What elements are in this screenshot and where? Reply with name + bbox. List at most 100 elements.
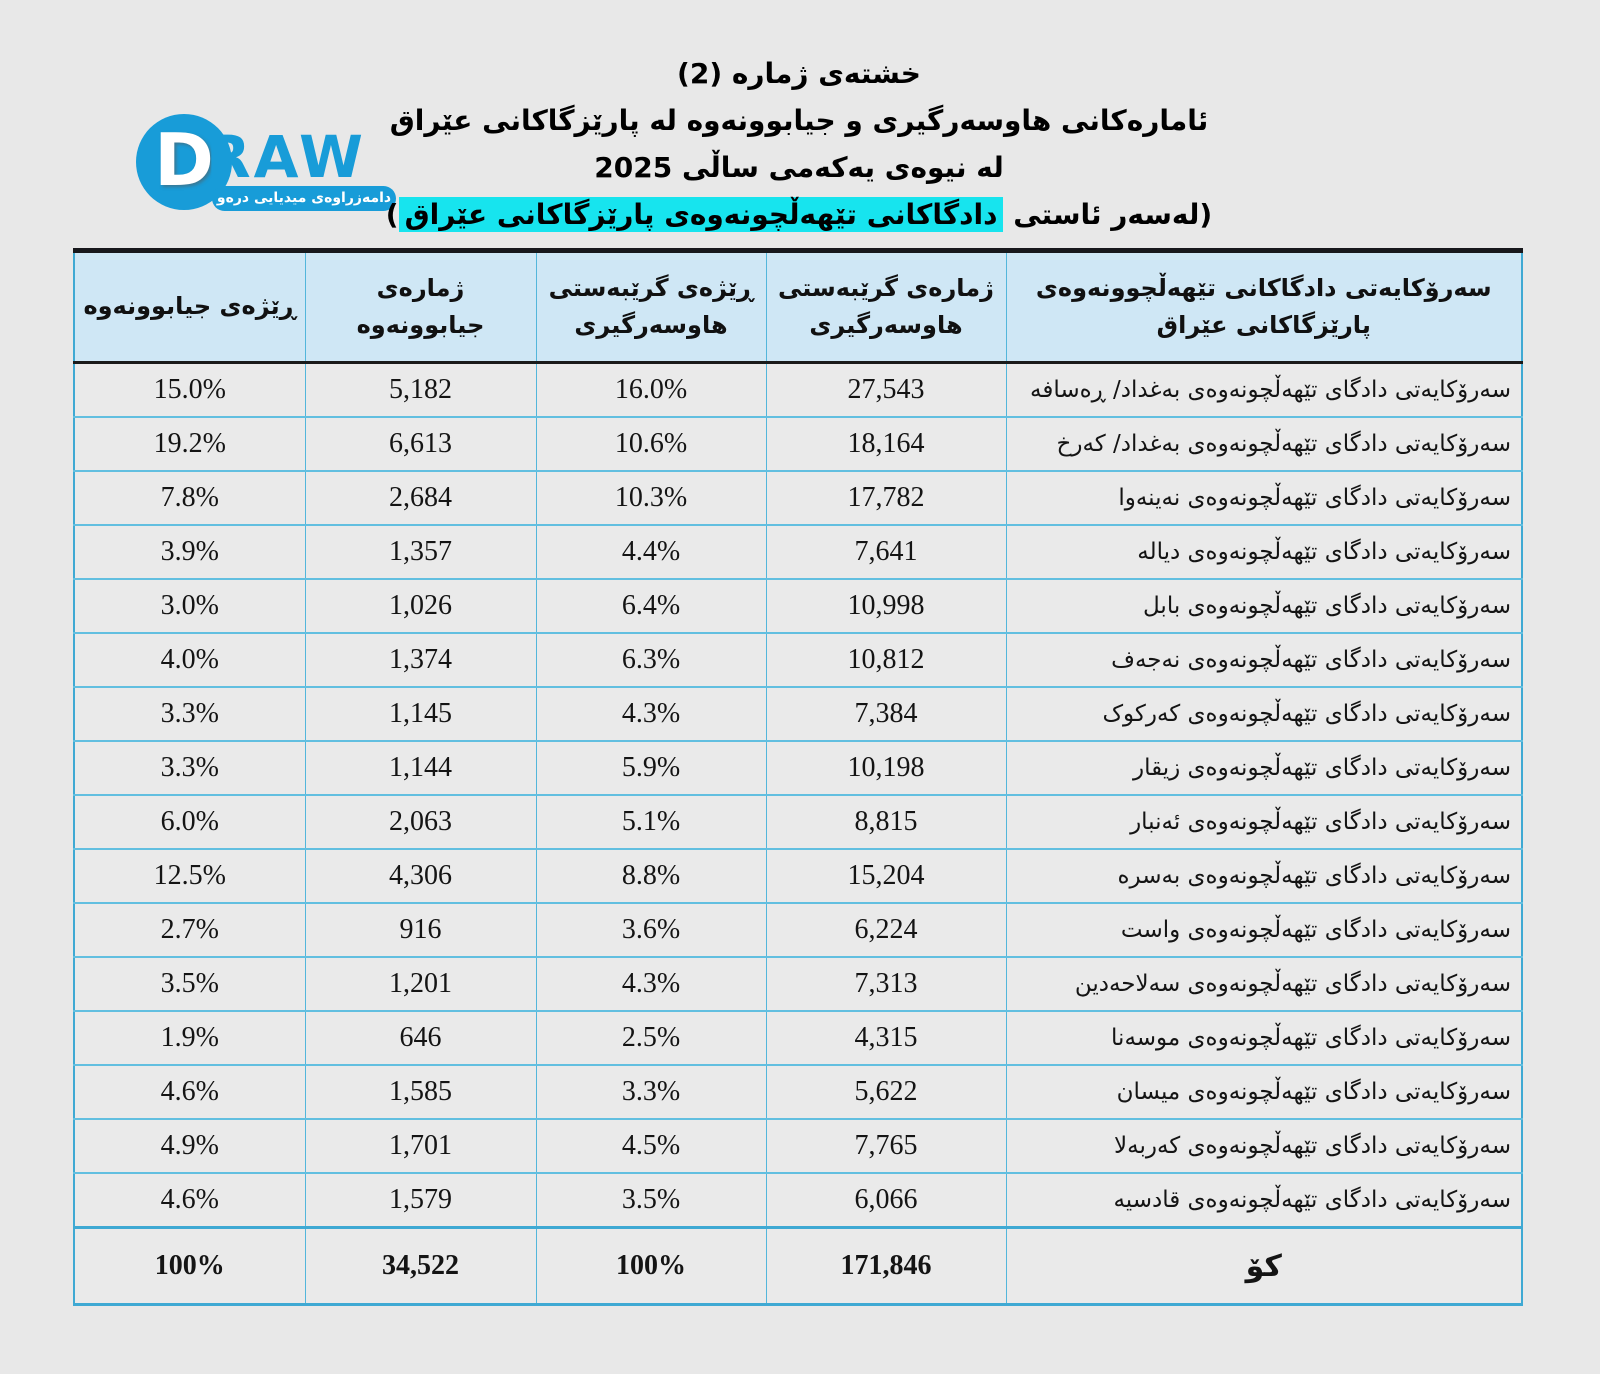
- divorce-count-cell: 1,144: [304, 740, 537, 796]
- logo-letter-d: D: [154, 118, 214, 202]
- divorce-count-cell: 5,182: [304, 361, 537, 418]
- divorce-count-cell: 2,063: [304, 794, 537, 850]
- marriage-pct-cell: 16.0%: [535, 361, 767, 418]
- logo-circle: D: [136, 114, 232, 210]
- divorce-pct-cell: 12.5%: [73, 848, 306, 904]
- title-line-4-prefix: (لەسەر ئاستی: [1003, 198, 1213, 231]
- header-marriage-pct-column: ڕێژەی گرێبەستی هاوسەرگیری: [535, 250, 767, 364]
- header: D RAW دامەزراوەی میدیایی درەو خشتەی ژمار…: [0, 0, 1600, 248]
- divorce-count-cell: 916: [304, 902, 537, 958]
- divorce-pct-cell: 6.0%: [73, 794, 306, 850]
- divorce-count-cell: 1,357: [304, 524, 537, 580]
- marriage-count-cell: 4,315: [765, 1010, 1007, 1066]
- court-name-cell: سەرۆکایەتی دادگای تێهەڵچونەوەی کەربەلا: [1005, 1118, 1523, 1174]
- divorce-count-cell: 1,145: [304, 686, 537, 742]
- marriage-pct-cell: 3.3%: [535, 1064, 767, 1120]
- divorce-pct-cell: 4.9%: [73, 1118, 306, 1174]
- total-marriage-pct: 100%: [535, 1226, 767, 1305]
- table-row: سەرۆکایەتی دادگای تێهەڵچونەوەی بابل 10,9…: [73, 578, 1523, 634]
- court-name-cell: سەرۆکایەتی دادگای تێهەڵچونەوەی واست: [1005, 902, 1523, 958]
- title-line-3: لە نیوەی یەکەمی ساڵی 2025: [594, 151, 1004, 184]
- divorce-pct-cell: 3.3%: [73, 686, 306, 742]
- statistics-table: سەرۆکایەتی دادگاکانی تێهەڵچوونەوەی پارێز…: [73, 248, 1523, 1306]
- table-wrap: سەرۆکایەتی دادگاکانی تێهەڵچوونەوەی پارێز…: [73, 248, 1523, 1306]
- table-header-row: سەرۆکایەتی دادگاکانی تێهەڵچوونەوەی پارێز…: [73, 250, 1523, 364]
- marriage-count-cell: 17,782: [765, 470, 1007, 526]
- court-name-cell: سەرۆکایەتی دادگای تێهەڵچونەوەی ئەنبار: [1005, 794, 1523, 850]
- divorce-count-cell: 1,201: [304, 956, 537, 1012]
- court-name-cell: سەرۆکایەتی دادگای تێهەڵچونەوەی بەسرە: [1005, 848, 1523, 904]
- marriage-pct-cell: 5.9%: [535, 740, 767, 796]
- total-divorce-pct: 100%: [73, 1226, 306, 1305]
- court-name-cell: سەرۆکایەتی دادگای تێهەڵچونەوەی کەرکوک: [1005, 686, 1523, 742]
- marriage-pct-cell: 4.4%: [535, 524, 767, 580]
- marriage-count-cell: 10,998: [765, 578, 1007, 634]
- table-row: سەرۆکایەتی دادگای تێهەڵچونەوەی موسەنا 4,…: [73, 1010, 1523, 1066]
- table-row: سەرۆکایەتی دادگای تێهەڵچونەوەی ئەنبار 8,…: [73, 794, 1523, 850]
- title-line-4-highlight: دادگاکانی تێهەڵچونەوەی پارێزگاکانی عێراق: [398, 197, 1004, 232]
- divorce-pct-cell: 4.0%: [73, 632, 306, 688]
- table-row: سەرۆکایەتی دادگای تێهەڵچونەوەی قادسیه 6,…: [73, 1172, 1523, 1228]
- logo-raw-text: RAW: [206, 123, 366, 191]
- table-row: سەرۆکایەتی دادگای تێهەڵچونەوەی بەسرە 15,…: [73, 848, 1523, 904]
- marriage-pct-cell: 4.3%: [535, 686, 767, 742]
- marriage-count-cell: 18,164: [765, 416, 1007, 472]
- marriage-count-cell: 5,622: [765, 1064, 1007, 1120]
- divorce-count-cell: 4,306: [304, 848, 537, 904]
- table-row: سەرۆکایەتی دادگای تێهەڵچونەوەی زیقار 10,…: [73, 740, 1523, 796]
- table-row: سەرۆکایەتی دادگای تێهەڵچونەوەی کەربەلا 7…: [73, 1118, 1523, 1174]
- divorce-pct-cell: 3.9%: [73, 524, 306, 580]
- table-row: سەرۆکایەتی دادگای تێهەڵچونەوەی نەجەف 10,…: [73, 632, 1523, 688]
- marriage-pct-cell: 8.8%: [535, 848, 767, 904]
- marriage-pct-cell: 10.3%: [535, 470, 767, 526]
- marriage-count-cell: 10,812: [765, 632, 1007, 688]
- total-row: کۆ 171,846 100% 34,522 100%: [73, 1226, 1523, 1305]
- marriage-pct-cell: 3.6%: [535, 902, 767, 958]
- divorce-pct-cell: 19.2%: [73, 416, 306, 472]
- marriage-count-cell: 8,815: [765, 794, 1007, 850]
- table-row: سەرۆکایەتی دادگای تێهەڵچونەوەی بەغداد/ ڕ…: [73, 361, 1523, 418]
- court-name-cell: سەرۆکایەتی دادگای تێهەڵچونەوەی نەینەوا: [1005, 470, 1523, 526]
- marriage-pct-cell: 4.3%: [535, 956, 767, 1012]
- marriage-pct-cell: 10.6%: [535, 416, 767, 472]
- court-name-cell: سەرۆکایەتی دادگای تێهەڵچونەوەی میسان: [1005, 1064, 1523, 1120]
- header-divorce-pct-column: ڕێژەی جیابوونەوە: [73, 250, 306, 364]
- divorce-count-cell: 646: [304, 1010, 537, 1066]
- divorce-pct-cell: 3.0%: [73, 578, 306, 634]
- page-title: خشتەی ژمارە (2) ئامارەکانی هاوسەرگیری و …: [75, 50, 1523, 238]
- divorce-count-cell: 1,374: [304, 632, 537, 688]
- total-label: کۆ: [1005, 1226, 1523, 1305]
- divorce-pct-cell: 7.8%: [73, 470, 306, 526]
- divorce-pct-cell: 4.6%: [73, 1064, 306, 1120]
- title-line-4-suffix: ): [385, 198, 399, 231]
- marriage-count-cell: 15,204: [765, 848, 1007, 904]
- divorce-count-cell: 6,613: [304, 416, 537, 472]
- divorce-count-cell: 1,585: [304, 1064, 537, 1120]
- marriage-pct-cell: 4.5%: [535, 1118, 767, 1174]
- divorce-pct-cell: 3.5%: [73, 956, 306, 1012]
- table-row: سەرۆکایەتی دادگای تێهەڵچونەوەی واست 6,22…: [73, 902, 1523, 958]
- divorce-count-cell: 1,701: [304, 1118, 537, 1174]
- marriage-count-cell: 27,543: [765, 361, 1007, 418]
- title-line-2: ئامارەکانی هاوسەرگیری و جیابوونەوە لە پا…: [389, 104, 1209, 137]
- court-name-cell: سەرۆکایەتی دادگای تێهەڵچونەوەی بابل: [1005, 578, 1523, 634]
- divorce-pct-cell: 4.6%: [73, 1172, 306, 1228]
- marriage-count-cell: 10,198: [765, 740, 1007, 796]
- header-divorce-count-column: ژمارەی جیابوونەوە: [304, 250, 537, 364]
- marriage-count-cell: 7,641: [765, 524, 1007, 580]
- total-divorce-count: 34,522: [304, 1226, 537, 1305]
- table-row: سەرۆکایەتی دادگای تێهەڵچونەوەی دیالە 7,6…: [73, 524, 1523, 580]
- logo-banner-text: دامەزراوەی میدیایی درەو: [212, 186, 396, 211]
- table-row: سەرۆکایەتی دادگای تێهەڵچونەوەی کەرکوک 7,…: [73, 686, 1523, 742]
- marriage-pct-cell: 6.4%: [535, 578, 767, 634]
- court-name-cell: سەرۆکایەتی دادگای تێهەڵچونەوەی نەجەف: [1005, 632, 1523, 688]
- divorce-pct-cell: 2.7%: [73, 902, 306, 958]
- table-row: سەرۆکایەتی دادگای تێهەڵچونەوەی بەغداد/ ک…: [73, 416, 1523, 472]
- total-marriage-count: 171,846: [765, 1226, 1007, 1305]
- marriage-pct-cell: 3.5%: [535, 1172, 767, 1228]
- court-name-cell: سەرۆکایەتی دادگای تێهەڵچونەوەی قادسیه: [1005, 1172, 1523, 1228]
- court-name-cell: سەرۆکایەتی دادگای تێهەڵچونەوەی سەلاحەدین: [1005, 956, 1523, 1012]
- court-name-cell: سەرۆکایەتی دادگای تێهەڵچونەوەی دیالە: [1005, 524, 1523, 580]
- header-marriage-count-column: ژمارەی گرێبەستی هاوسەرگیری: [765, 250, 1007, 364]
- divorce-count-cell: 2,684: [304, 470, 537, 526]
